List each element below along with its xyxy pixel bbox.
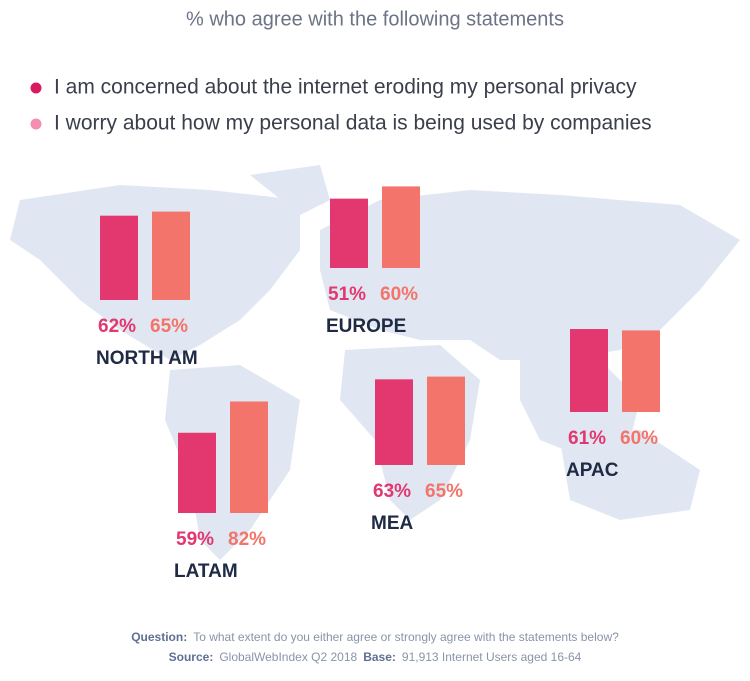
bar: [152, 211, 190, 300]
bar: [100, 215, 138, 300]
bar: [427, 376, 465, 465]
bar: [375, 379, 413, 465]
value-label: 61%: [568, 428, 606, 449]
footnote-label: Base:: [363, 650, 396, 664]
footnote-label: Source:: [169, 650, 214, 664]
bar: [230, 401, 268, 513]
bar: [570, 329, 608, 412]
region-label: LATAM: [174, 561, 238, 582]
region-label: APAC: [566, 460, 619, 481]
chart-title: % who agree with the following statement…: [186, 8, 564, 30]
value-label: 65%: [150, 316, 188, 337]
value-label: 60%: [380, 284, 418, 305]
footnote-text: GlobalWebIndex Q2 2018: [219, 650, 357, 664]
legend-label: I worry about how my personal data is be…: [54, 112, 652, 135]
legend-marker: [30, 82, 42, 94]
legend-label: I am concerned about the internet erodin…: [54, 76, 637, 99]
legend-marker: [30, 118, 42, 130]
bar: [178, 432, 216, 513]
footnote-text: To what extent do you either agree or st…: [193, 630, 619, 644]
region-label: EUROPE: [326, 316, 406, 337]
footnote: Question: To what extent do you either ag…: [131, 630, 619, 644]
region-label: MEA: [371, 513, 414, 534]
value-label: 65%: [425, 481, 463, 502]
bar: [382, 186, 420, 268]
footnote-text: 91,913 Internet Users aged 16-64: [402, 650, 582, 664]
region-label: NORTH AM: [96, 348, 198, 369]
footnote-label: Question:: [131, 630, 187, 644]
value-label: 82%: [228, 529, 266, 550]
bar: [622, 330, 660, 412]
value-label: 62%: [98, 316, 136, 337]
value-label: 60%: [620, 428, 658, 449]
value-label: 59%: [176, 529, 214, 550]
value-label: 63%: [373, 481, 411, 502]
footnote: Source: GlobalWebIndex Q2 2018 Base: 91,913…: [169, 650, 582, 664]
bar: [330, 198, 368, 268]
value-label: 51%: [328, 284, 366, 305]
